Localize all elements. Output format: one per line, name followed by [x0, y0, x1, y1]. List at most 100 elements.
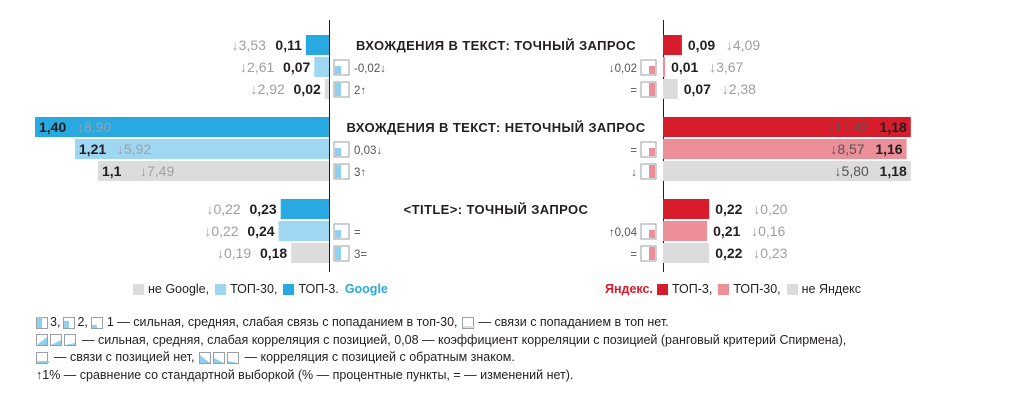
- google-change-label: ↓8,90: [77, 119, 111, 135]
- yandex-correlation-text: ↓0,02: [609, 63, 637, 75]
- yandex-bar-top30: [663, 139, 907, 159]
- yandex-value-label: 1,16: [875, 141, 902, 157]
- yandex-value-label: 0,22: [715, 245, 742, 261]
- google-value-label: 0,11: [275, 37, 302, 53]
- legend-swatch-google-top30: [215, 283, 227, 295]
- note-strength-none: — связи с попаданием в топ нет.: [478, 315, 669, 329]
- strength-strong-icon: [36, 316, 48, 329]
- google-bar-none: [98, 161, 329, 181]
- group-title: <TITLE>: ТОЧНЫЙ ЗАПРОС: [404, 202, 589, 217]
- yandex-brand-label: Яндекс.: [605, 282, 653, 296]
- yandex-strength-icon: [640, 245, 657, 262]
- google-change-label: ↓2,61: [240, 59, 274, 75]
- yandex-change-label: ↓4,09: [726, 37, 760, 53]
- note-strength-2: 2,: [77, 315, 88, 329]
- yandex-strength-icon: [640, 81, 657, 98]
- yandex-value-label: 0,01: [671, 59, 698, 75]
- yandex-value-label: 1,18: [880, 163, 907, 179]
- yandex-change-label: ↓3,67: [709, 59, 743, 75]
- google-strength-icon: [333, 81, 350, 98]
- yandex-correlation-text: ↑0,04: [609, 227, 638, 239]
- google-correlation-icon: [333, 141, 350, 158]
- legend-swatch-not-yandex: [786, 283, 798, 295]
- yandex-correlation-icon: [640, 59, 657, 76]
- google-correlation-icon: [333, 59, 350, 76]
- google-correlation-icon: [333, 223, 350, 240]
- strength-none-icon: [461, 316, 475, 329]
- yandex-bar-top3: [663, 35, 682, 55]
- group-title: ВХОЖДЕНИЯ В ТЕКСТ: НЕТОЧНЫЙ ЗАПРОС: [347, 120, 646, 135]
- correlation-strong-icon: [36, 334, 48, 347]
- google-correlation-text: -0,02↓: [354, 63, 386, 75]
- google-correlation-text: =: [354, 227, 361, 239]
- yandex-change-label: ↓0,16: [751, 223, 785, 239]
- google-legend: не Google, ТОП-30, ТОП-3. Google: [133, 282, 388, 296]
- legend-label-google-top30: ТОП-30,: [230, 282, 278, 296]
- chart-notes: 3, 2, 1 — сильная, средняя, слабая связь…: [36, 314, 1016, 384]
- google-value-label: 0,24: [247, 223, 274, 239]
- google-bar-none: [324, 79, 329, 99]
- google-bar-top30: [314, 57, 329, 77]
- yandex-value-label: 0,09: [688, 37, 715, 53]
- google-strength-text: 3↑: [354, 167, 366, 179]
- note-line-4: ↑1% — сравнение со стандартной выборкой …: [36, 367, 1016, 385]
- group-title: ВХОЖДЕНИЯ В ТЕКСТ: ТОЧНЫЙ ЗАПРОС: [356, 38, 636, 53]
- google-strength-icon: [333, 163, 350, 180]
- google-strength-text: 2↑: [354, 85, 366, 97]
- note-correlation: — сильная, средняя, слабая корреляция с …: [82, 332, 847, 347]
- yandex-strength-text: =: [630, 249, 637, 261]
- strength-medium-icon: [63, 316, 76, 329]
- correlation-inverse-medium-icon: [212, 351, 225, 364]
- yandex-bar-none: [663, 243, 710, 263]
- legend-swatch-not-google: [133, 283, 144, 295]
- legend-swatch-yandex-top30: [718, 283, 730, 295]
- note-line-2: — сильная, средняя, слабая корреляция с …: [36, 332, 1016, 350]
- legend-label-not-yandex: не Яндекс: [801, 282, 862, 296]
- note-comparison: ↑1% — сравнение со стандартной выборкой …: [36, 367, 574, 382]
- google-strength-icon: [333, 245, 350, 262]
- yandex-value-label: 0,22: [715, 201, 742, 217]
- google-value-label: 0,23: [249, 201, 276, 217]
- yandex-strength-text: =: [630, 85, 637, 97]
- yandex-change-label: ↓0,23: [753, 245, 787, 261]
- yandex-strength-icon: [640, 163, 657, 180]
- note-line-3: — связи с позицией нет, — корреляция с п…: [36, 349, 1016, 367]
- google-change-label: ↓3,53: [232, 37, 266, 53]
- yandex-change-label: ↓5,80: [835, 163, 869, 179]
- legend-swatch-yandex-top3: [656, 283, 668, 295]
- yandex-change-label: ↓0,20: [753, 201, 787, 217]
- note-correlation-none: — связи с позицией нет,: [54, 350, 195, 364]
- google-value-label: 1,1: [102, 163, 122, 179]
- yandex-change-label: ↓8,57: [830, 141, 864, 157]
- yandex-value-label: 0,21: [713, 223, 740, 239]
- bar-chart: ВХОЖДЕНИЯ В ТЕКСТ: ТОЧНЫЙ ЗАПРОС 0,11 ↓3,5…: [35, 20, 911, 272]
- note-strength-3: 3,: [50, 315, 61, 329]
- yandex-bar-top30: [663, 57, 666, 77]
- yandex-bar-none: [663, 161, 911, 181]
- google-bar-top3: [280, 199, 329, 219]
- google-change-label: ↓5,92: [117, 141, 151, 157]
- yandex-change-label: ↓11,42: [828, 119, 869, 135]
- yandex-change-label: ↓2,38: [722, 81, 756, 97]
- yandex-legend: Яндекс. ТОП-3, ТОП-30, не Яндекс: [605, 282, 867, 296]
- yandex-bar-top30: [663, 221, 708, 241]
- correlation-inverse-weak-icon: [226, 351, 239, 364]
- yandex-strength-text: ↓: [631, 167, 637, 179]
- correlation-none-icon: [36, 351, 49, 364]
- google-bar-top30: [278, 221, 329, 241]
- yandex-value-label: 1,18: [880, 119, 907, 135]
- yandex-correlation-icon: [640, 141, 657, 158]
- yandex-bar-none: [663, 79, 678, 99]
- yandex-value-label: 0,07: [684, 81, 711, 97]
- google-change-label: ↓7,49: [140, 163, 174, 179]
- google-bar-top30: [74, 139, 330, 159]
- legend-label-yandex-top3: ТОП-3,: [671, 282, 713, 296]
- google-value-label: 1,40: [39, 119, 66, 135]
- google-brand-label: Google: [344, 282, 388, 296]
- google-change-label: ↓0,22: [204, 223, 238, 239]
- legend-label-google-top3: ТОП-3.: [298, 282, 339, 296]
- correlation-weak-icon: [64, 334, 76, 347]
- note-line-1: 3, 2, 1 — сильная, средняя, слабая связь…: [36, 314, 1016, 332]
- google-strength-text: 3=: [354, 249, 367, 261]
